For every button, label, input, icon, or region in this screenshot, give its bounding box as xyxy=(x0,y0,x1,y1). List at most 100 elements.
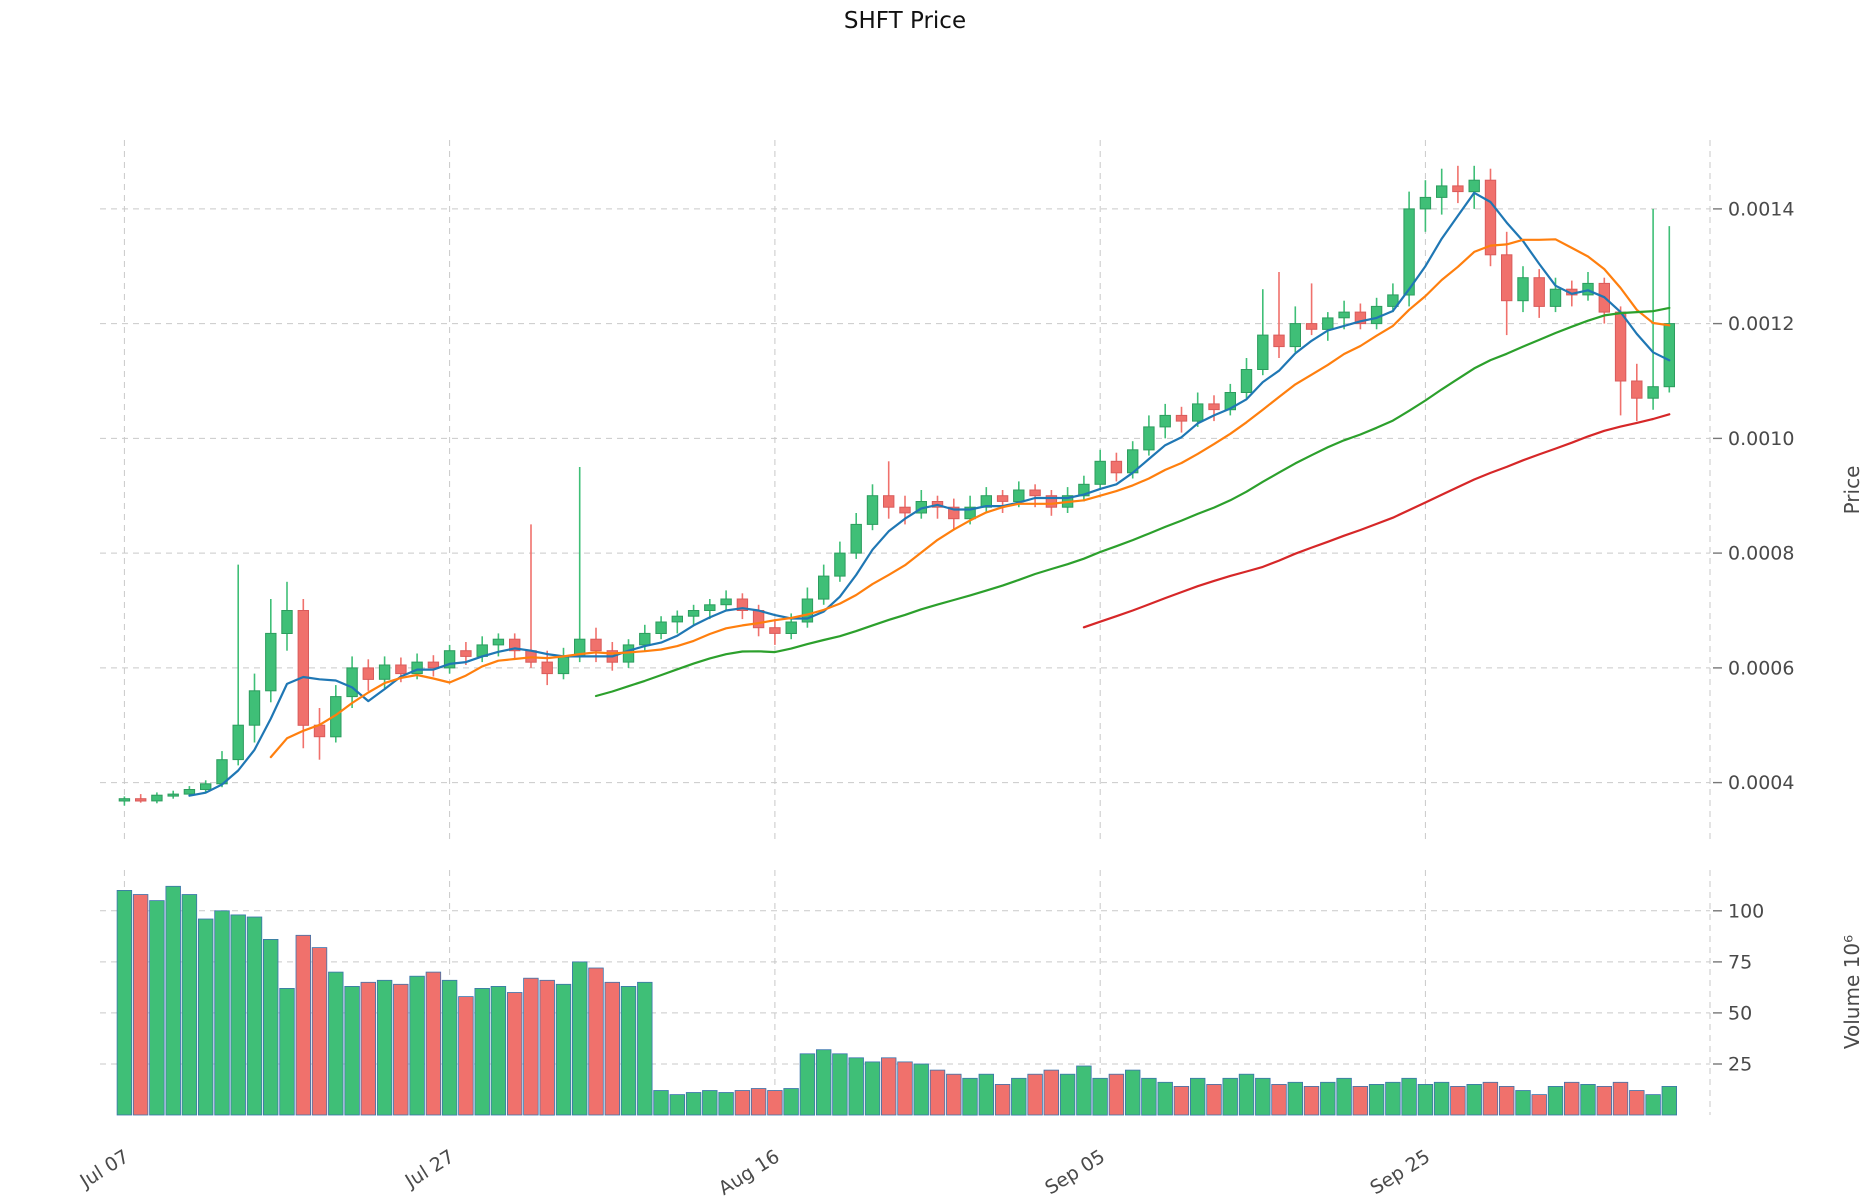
candle-body xyxy=(1257,334,1269,371)
candle-body xyxy=(541,661,553,675)
candle-body xyxy=(1582,282,1594,296)
volume-bar xyxy=(946,1073,962,1116)
volume-bar xyxy=(702,1090,718,1116)
candle-body xyxy=(1614,311,1627,382)
candle-body xyxy=(1663,323,1675,388)
volume-bar xyxy=(230,914,246,1116)
candle-body xyxy=(281,610,293,634)
price-tick-label: 0.0014 xyxy=(1728,198,1794,220)
candle-body xyxy=(346,667,358,698)
candle-body xyxy=(1224,392,1236,411)
volume-bar xyxy=(1547,1086,1564,1116)
candle-body xyxy=(1192,403,1204,422)
volume-bar xyxy=(1271,1084,1287,1116)
candle-body xyxy=(1370,305,1383,325)
candle-body xyxy=(818,575,830,600)
candle-body xyxy=(1322,317,1334,330)
volume-bar xyxy=(149,900,165,1116)
candle-body xyxy=(850,523,862,554)
candle-body xyxy=(1452,185,1464,193)
candle-body xyxy=(1484,179,1497,256)
volume-bar xyxy=(1287,1081,1304,1116)
candle-body xyxy=(492,638,505,646)
volume-bar xyxy=(1320,1081,1336,1116)
volume-bar xyxy=(1385,1081,1401,1116)
candle-body xyxy=(151,794,163,802)
volume-bar xyxy=(393,983,409,1116)
candle-body xyxy=(167,793,179,797)
candle-body xyxy=(801,598,814,623)
volume-bar xyxy=(1255,1077,1271,1116)
candle-body xyxy=(996,495,1009,502)
volume-axis-label: Volume 10⁶ xyxy=(1840,934,1864,1050)
volume-bar xyxy=(1466,1084,1482,1116)
gridlines xyxy=(100,140,1711,1115)
candle-body xyxy=(752,610,765,629)
volume-bar xyxy=(1173,1086,1190,1116)
volume-bar xyxy=(506,992,523,1116)
volume-bar xyxy=(1580,1084,1596,1116)
candle-body xyxy=(1403,208,1415,296)
volume-bar xyxy=(441,979,458,1116)
candle-body xyxy=(866,495,879,525)
ma-line-60 xyxy=(1082,413,1671,629)
volume-bar xyxy=(1368,1084,1385,1116)
candle-body xyxy=(1289,323,1301,348)
volume-bar xyxy=(1629,1090,1645,1116)
candle-body xyxy=(834,552,846,577)
candle-body xyxy=(736,598,749,611)
volume-bar xyxy=(197,918,214,1116)
x-tick-label: Sep 25 xyxy=(1366,1146,1434,1200)
ma-line-30 xyxy=(594,306,1671,698)
candle-body xyxy=(1354,311,1367,325)
volume-bar xyxy=(490,986,507,1116)
candle-body xyxy=(590,638,602,652)
price-tick-label: 0.0010 xyxy=(1728,428,1794,450)
volume-bar xyxy=(913,1063,929,1116)
candle-body xyxy=(1387,294,1399,307)
candle-body xyxy=(1273,334,1285,348)
candle-body xyxy=(1338,311,1350,319)
volume-bar xyxy=(246,916,263,1116)
volume-bar xyxy=(750,1088,767,1116)
candle-body xyxy=(1305,323,1318,330)
candle-body xyxy=(135,798,147,802)
candle-body xyxy=(232,724,244,761)
volume-bar xyxy=(994,1084,1011,1116)
volume-bar xyxy=(783,1088,799,1116)
volume-bar xyxy=(1157,1081,1173,1116)
candle-body xyxy=(1517,277,1529,302)
candle-body xyxy=(118,798,131,802)
volume-bar xyxy=(620,986,637,1116)
candle-body xyxy=(1029,489,1041,497)
volume-bar xyxy=(279,988,295,1116)
candle-body xyxy=(785,621,797,634)
volume-bar xyxy=(1352,1086,1369,1116)
candle-body xyxy=(639,632,651,646)
candle-body xyxy=(1647,386,1659,399)
candle-body xyxy=(460,650,472,657)
volume-bar xyxy=(767,1090,783,1116)
volume-bar xyxy=(881,1057,897,1116)
volume-bar xyxy=(181,894,198,1116)
candle-body xyxy=(704,604,716,611)
volume-bar xyxy=(1092,1077,1108,1116)
ma-line-5 xyxy=(188,191,1671,797)
volume-bar xyxy=(1596,1086,1613,1116)
x-tick-label: Sep 05 xyxy=(1041,1146,1109,1200)
volume-bar xyxy=(116,890,133,1116)
candle-body xyxy=(1045,495,1058,508)
volume-bar xyxy=(816,1049,832,1116)
candle-body xyxy=(1468,179,1480,193)
volume-bar xyxy=(1612,1081,1629,1116)
volume-bar xyxy=(685,1092,702,1116)
volume-bar xyxy=(409,975,425,1116)
volume-bar xyxy=(1515,1090,1531,1116)
candle-body xyxy=(183,789,196,795)
volume-bar xyxy=(637,981,653,1116)
volume-bar xyxy=(1222,1077,1238,1116)
volume-bar xyxy=(311,947,328,1116)
volume-bar xyxy=(734,1090,751,1116)
volume-bar xyxy=(1206,1084,1222,1116)
volume-bar xyxy=(1238,1073,1255,1116)
